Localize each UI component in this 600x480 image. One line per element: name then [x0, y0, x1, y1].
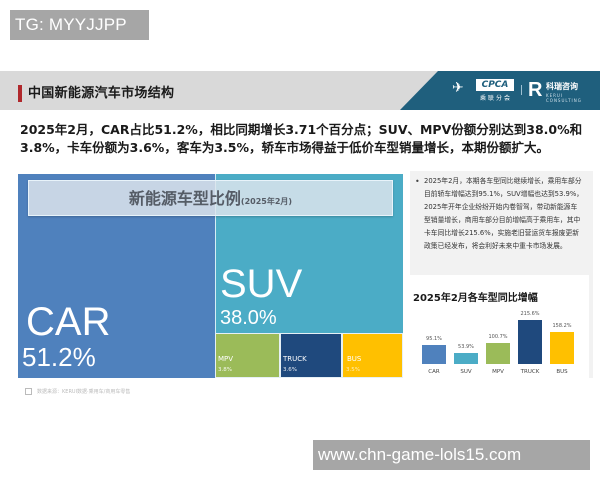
tile-bus: BUS 3.5%	[342, 333, 403, 378]
treemap-title: 新能源车型比例	[128, 189, 241, 208]
cpca-logo-icon: ✈	[452, 80, 464, 96]
tile-label: CAR	[26, 300, 111, 344]
tile-value: 51.2%	[22, 342, 96, 372]
brand-logos: ✈ CPCA 乘联分会 R 科瑞咨询 KERUI CONSULTING	[400, 71, 600, 110]
bar-value: 95.1%	[426, 336, 442, 342]
treemap-title-box: 新能源车型比例(2025年2月)	[28, 180, 393, 216]
tile-label: TRUCK	[283, 355, 307, 363]
accent-bar	[18, 85, 22, 102]
bar-chart-title: 2025年2月各车型同比增幅	[413, 293, 538, 304]
tile-label: SUV	[220, 262, 303, 306]
bullet-icon: •	[415, 177, 420, 186]
bar-fill	[550, 332, 574, 364]
watermark-bottom: www.chn-game-lols15.com	[313, 440, 590, 470]
bar-fill	[454, 353, 478, 364]
bar-label: CAR	[428, 369, 440, 375]
kerui-logo-icon: R	[528, 79, 543, 101]
tile-mpv: MPV 3.8%	[215, 333, 280, 378]
tile-value: 3.6%	[283, 367, 297, 373]
bar-label: MPV	[492, 369, 504, 375]
bar-fill	[486, 343, 510, 364]
document-icon	[25, 388, 32, 395]
slide-title: 中国新能源汽车市场结构	[28, 86, 175, 101]
note-text: 2025年2月，本期各车型同比继续增长，乘用车部分目前轿车增幅达到95.1%，S…	[424, 177, 584, 250]
bar-value: 100.7%	[488, 334, 508, 340]
summary-text: 2025年2月，CAR占比51.2%，相比同期增长3.71个百分点；SUV、MP…	[20, 122, 583, 155]
watermark-top: TG: MYYJJPP	[10, 10, 149, 40]
note-box: • 2025年2月，本期各车型同比继续增长，乘用车部分目前轿车增幅达到95.1%…	[410, 171, 589, 275]
tile-value: 3.5%	[346, 367, 360, 373]
bar-value: 215.6%	[520, 311, 540, 317]
bar-label: TRUCK	[520, 369, 540, 375]
logo-divider	[521, 85, 522, 95]
kerui-subtitle: KERUI CONSULTING	[546, 93, 582, 103]
tile-label: MPV	[218, 355, 234, 363]
tile-value: 3.8%	[218, 367, 232, 373]
data-source: 数据来源：KERUI数据·乘用车/商用车零售	[25, 388, 130, 395]
bar-label: SUV	[460, 369, 472, 375]
cpca-label: CPCA	[476, 79, 514, 91]
bar-chart: 95.1% CAR 53.9% SUV 100.7% MPV 215.6% TR…	[410, 306, 589, 376]
bar-value: 53.9%	[458, 344, 474, 350]
source-text: 数据来源：KERUI数据·乘用车/商用车零售	[37, 389, 131, 395]
treemap-subtitle: (2025年2月)	[240, 197, 293, 206]
right-panel: • 2025年2月，本期各车型同比继续增长，乘用车部分目前轿车增幅达到95.1%…	[410, 171, 593, 378]
treemap-chart: CAR 51.2% SUV 38.0% MPV 3.8% TRUCK 3.6% …	[18, 174, 403, 378]
bar-fill	[422, 345, 446, 364]
tile-label: BUS	[347, 355, 362, 363]
bar-fill	[518, 320, 542, 364]
slide-header: 中国新能源汽车市场结构 ✈ CPCA 乘联分会 R 科瑞咨询 KERUI CON…	[0, 71, 600, 110]
kerui-name: 科瑞咨询	[546, 82, 578, 91]
tile-value: 38.0%	[220, 307, 277, 329]
cpca-subtitle: 乘联分会	[480, 95, 513, 102]
bar-label: BUS	[556, 369, 568, 375]
bar-value: 158.2%	[552, 323, 572, 329]
tile-truck: TRUCK 3.6%	[280, 333, 342, 378]
